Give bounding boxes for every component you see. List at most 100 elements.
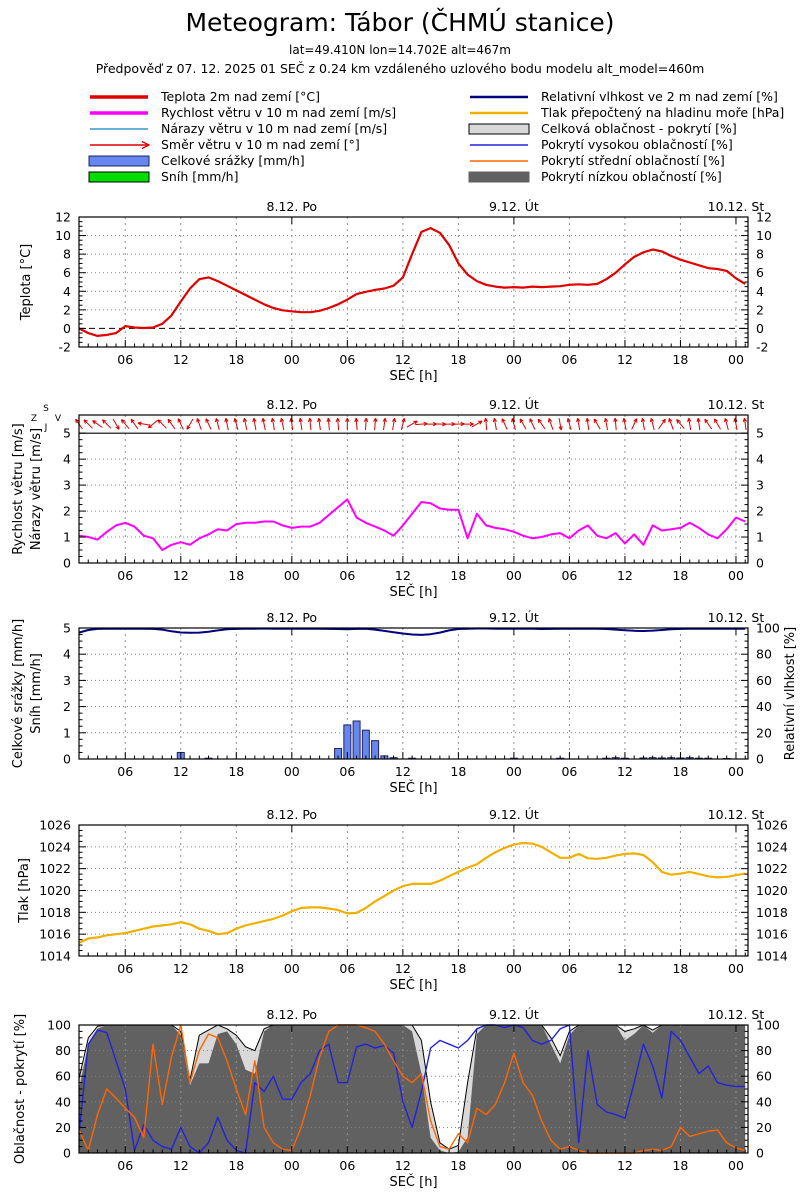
hour-label: 12 — [617, 568, 633, 583]
hour-label: 18 — [228, 1158, 244, 1173]
axis-text: 1022 — [39, 861, 71, 876]
wind-direction-arrow-icon — [519, 418, 527, 430]
axis-text: 1 — [63, 725, 71, 740]
hour-label: 06 — [561, 568, 577, 583]
hour-label: 12 — [617, 764, 633, 779]
wind-direction-arrow-icon — [461, 421, 474, 427]
axis-text: 0 — [63, 752, 71, 767]
wind-direction-arrow-icon — [483, 417, 489, 431]
wind-direction-arrow-icon — [742, 417, 748, 431]
hour-label: 06 — [339, 1158, 355, 1173]
wind-direction-arrow-icon — [649, 417, 655, 431]
wind-direction-arrow-icon — [196, 418, 202, 430]
hour-label: 00 — [728, 1158, 744, 1173]
axis-text: 1020 — [756, 883, 788, 898]
axis-text: S — [43, 404, 49, 414]
axis-text: 4 — [756, 452, 764, 467]
axis-text: 2 — [756, 302, 764, 317]
legend-swatch-vysoka-oblacnost — [468, 137, 532, 151]
header: Meteogram: Tábor (ČHMÚ stanice) lat=49.4… — [0, 8, 800, 76]
hour-label: 12 — [173, 961, 189, 976]
axis-text: 40 — [756, 699, 772, 714]
wind-direction-arrow-icon — [724, 417, 729, 431]
subtitle-forecast-info: Předpověď z 07. 12. 2025 01 SEČ z 0.24 k… — [95, 61, 705, 76]
legend-swatch-nizka-oblacnost — [468, 169, 532, 183]
hour-label: 00 — [284, 568, 300, 583]
legend-label: Celková oblačnost - pokrytí [%] — [541, 120, 737, 136]
hour-label: 18 — [672, 1158, 688, 1173]
wind-direction-arrow-icon — [696, 417, 701, 431]
hour-label: 00 — [506, 352, 522, 367]
legend-item-smer-vetru: Směr větru v 10 m nad zemí [°] — [88, 136, 448, 152]
wind-direction-arrow-icon — [307, 417, 313, 431]
wind-direction-arrow-icon — [270, 417, 276, 431]
y-axis-title: Teplota [°C] — [19, 244, 34, 321]
axis-text: 0 — [756, 1146, 764, 1161]
hour-label: 12 — [173, 1158, 189, 1173]
day-label: 9.12. Út — [489, 199, 539, 214]
legend-label: Rychlost větru v 10 m nad zemí [m/s] — [161, 104, 397, 120]
wind-direction-arrow-icon — [137, 421, 150, 426]
legend-item-nizka-oblacnost: Pokrytí nízkou oblačností [%] — [468, 168, 798, 184]
axis-text: 4 — [63, 647, 71, 662]
hour-label: 00 — [506, 961, 522, 976]
legend-swatch-narazy-vetru — [88, 121, 152, 135]
hour-label: 06 — [117, 961, 133, 976]
hour-label: 18 — [672, 568, 688, 583]
wind-direction-arrow-icon — [631, 418, 638, 430]
day-label: 10.12. St — [708, 807, 765, 822]
hour-label: 18 — [228, 352, 244, 367]
axis-text: -2 — [756, 340, 768, 355]
axis-text: 0 — [63, 321, 71, 336]
hour-label: 00 — [728, 352, 744, 367]
wind-direction-arrow-icon — [373, 417, 378, 431]
x-axis-title: SEČ [h] — [389, 1174, 437, 1190]
axis-text: 20 — [55, 1120, 71, 1135]
hour-label: 12 — [617, 961, 633, 976]
y-axis-title: Nárazy větru [m/s] — [29, 428, 44, 550]
wind-direction-arrow-icon — [177, 418, 184, 430]
page-title: Meteogram: Tábor (ČHMÚ stanice) — [185, 8, 615, 37]
axis-text: 10 — [756, 228, 772, 243]
legend-item-snih: Sníh [mm/h] — [88, 168, 448, 184]
wind-direction-arrow-icon — [603, 417, 609, 431]
legend-label: Pokrytí nízkou oblačností [%] — [541, 168, 722, 184]
day-label: 9.12. Út — [489, 610, 539, 625]
legend-swatch-tlak — [468, 105, 532, 119]
hour-label: 12 — [173, 568, 189, 583]
axis-text: 1014 — [756, 949, 788, 964]
x-axis-title: SEČ [h] — [389, 780, 437, 796]
wind-direction-arrow-icon — [622, 417, 627, 431]
temperature-line — [78, 227, 746, 337]
legend-item-rychlost-vetru: Rychlost větru v 10 m nad zemí [m/s] — [88, 104, 448, 120]
wind-direction-arrow-icon — [529, 418, 536, 430]
hour-label: 00 — [728, 961, 744, 976]
wind-direction-arrow-icon — [147, 419, 158, 429]
wind-speed-line — [78, 498, 746, 551]
hour-label: 06 — [561, 1158, 577, 1173]
legend-swatch-relativni-vlhkost — [468, 89, 532, 103]
y-axis-title: Rychlost větru [m/s] — [11, 423, 26, 554]
axis-text: 6 — [63, 265, 71, 280]
wind-direction-arrow-icon — [585, 417, 590, 431]
wind-direction-arrow-icon — [345, 417, 350, 431]
axis-text: 100 — [47, 1018, 71, 1033]
day-label: 10.12. St — [708, 610, 765, 625]
legend-item-celkove-srazky: Celkové srážky [mm/h] — [88, 152, 448, 168]
hour-label: 00 — [284, 961, 300, 976]
axis-text: 1024 — [756, 839, 788, 854]
axis-text: 1018 — [39, 905, 71, 920]
wind-direction-arrow-icon — [687, 417, 692, 431]
wind-direction-arrow-icon — [205, 418, 212, 430]
legend-label: Tlak přepočtený na hladinu moře [hPa] — [541, 104, 785, 120]
hour-label: 18 — [672, 961, 688, 976]
axis-text: 5 — [63, 621, 71, 636]
wind-direction-arrow-icon — [501, 418, 508, 430]
legend-swatch-celkove-srazky — [88, 153, 152, 167]
day-label: 10.12. St — [708, 199, 765, 214]
y-axis-title: Oblačnost - pokrytí [%] — [13, 1014, 28, 1164]
hour-label: 12 — [395, 352, 411, 367]
wind-direction-arrow-icon — [83, 419, 93, 429]
